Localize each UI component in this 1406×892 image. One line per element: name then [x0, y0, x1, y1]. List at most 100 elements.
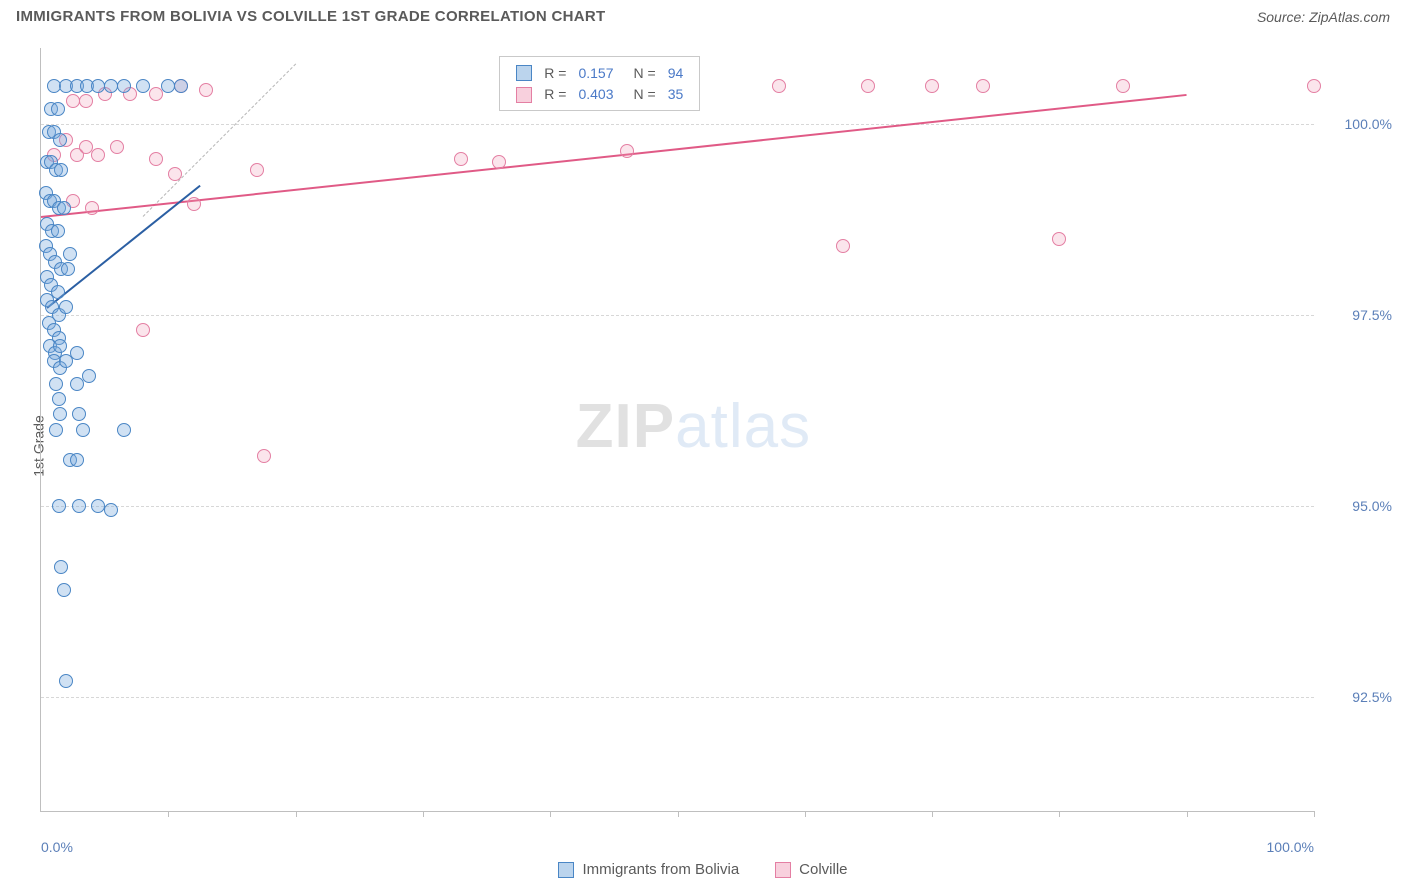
gridline	[41, 315, 1314, 316]
chart-title: IMMIGRANTS FROM BOLIVIA VS COLVILLE 1ST …	[16, 8, 605, 25]
x-tick-mark	[550, 811, 551, 817]
data-point	[149, 152, 163, 166]
r-value-a: 0.157	[578, 65, 613, 81]
data-point	[63, 247, 77, 261]
data-point	[53, 133, 67, 147]
data-point	[72, 499, 86, 513]
data-point	[54, 163, 68, 177]
data-point	[59, 300, 73, 314]
x-tick-mark	[168, 811, 169, 817]
data-point	[199, 83, 213, 97]
data-point	[149, 87, 163, 101]
y-tick-label: 97.5%	[1322, 307, 1392, 323]
swatch-pink-icon	[775, 862, 791, 878]
data-point	[174, 79, 188, 93]
data-point	[61, 262, 75, 276]
data-point	[52, 392, 66, 406]
data-point	[136, 323, 150, 337]
data-point	[1052, 232, 1066, 246]
legend-label-b: Colville	[799, 861, 847, 878]
series-legend: Immigrants from Bolivia Colville	[0, 861, 1406, 878]
data-point	[117, 79, 131, 93]
source-label: Source: ZipAtlas.com	[1257, 9, 1390, 25]
data-point	[79, 140, 93, 154]
data-point	[49, 377, 63, 391]
data-point	[1307, 79, 1321, 93]
legend-item-a: Immigrants from Bolivia	[558, 861, 739, 878]
x-tick-label: 0.0%	[41, 839, 73, 855]
n-value-b: 35	[668, 86, 684, 102]
data-point	[72, 407, 86, 421]
y-tick-label: 92.5%	[1322, 689, 1392, 705]
watermark-zip: ZIP	[576, 392, 675, 461]
data-point	[76, 423, 90, 437]
data-point	[91, 148, 105, 162]
data-point	[85, 201, 99, 215]
data-point	[49, 423, 63, 437]
data-point	[168, 167, 182, 181]
x-tick-mark	[423, 811, 424, 817]
data-point	[187, 197, 201, 211]
data-point	[57, 201, 71, 215]
data-point	[53, 407, 67, 421]
data-point	[117, 423, 131, 437]
data-point	[1116, 79, 1130, 93]
data-point	[53, 339, 67, 353]
r-label-b: R =	[544, 86, 566, 102]
chart-area: ZIPatlas R = 0.157 N = 94 R = 0.403 N = …	[40, 48, 1394, 832]
data-point	[54, 560, 68, 574]
data-point	[620, 144, 634, 158]
legend-row-a: R = 0.157 N = 94	[510, 62, 689, 83]
r-label-a: R =	[544, 65, 566, 81]
regression-line	[41, 94, 1187, 218]
data-point	[82, 369, 96, 383]
data-point	[257, 449, 271, 463]
data-point	[836, 239, 850, 253]
data-point	[772, 79, 786, 93]
data-point	[51, 224, 65, 238]
data-point	[70, 453, 84, 467]
plot-region: ZIPatlas R = 0.157 N = 94 R = 0.403 N = …	[40, 48, 1314, 812]
watermark-atlas: atlas	[675, 392, 811, 461]
n-value-a: 94	[668, 65, 684, 81]
swatch-pink-icon	[516, 87, 532, 103]
x-tick-mark	[1187, 811, 1188, 817]
gridline	[41, 697, 1314, 698]
legend-row-b: R = 0.403 N = 35	[510, 83, 689, 104]
r-value-b: 0.403	[578, 86, 613, 102]
watermark: ZIPatlas	[576, 391, 811, 462]
data-point	[454, 152, 468, 166]
data-point	[70, 346, 84, 360]
gridline	[41, 506, 1314, 507]
x-tick-label: 100.0%	[1267, 839, 1314, 855]
n-label-b: N =	[634, 86, 656, 102]
legend-item-b: Colville	[775, 861, 847, 878]
n-label-a: N =	[634, 65, 656, 81]
data-point	[250, 163, 264, 177]
data-point	[57, 583, 71, 597]
correlation-legend: R = 0.157 N = 94 R = 0.403 N = 35	[499, 56, 700, 111]
data-point	[104, 503, 118, 517]
x-tick-mark	[1059, 811, 1060, 817]
x-tick-mark	[678, 811, 679, 817]
x-tick-mark	[296, 811, 297, 817]
x-tick-mark	[805, 811, 806, 817]
y-tick-label: 100.0%	[1322, 116, 1392, 132]
swatch-blue-icon	[558, 862, 574, 878]
swatch-blue-icon	[516, 65, 532, 81]
data-point	[925, 79, 939, 93]
data-point	[976, 79, 990, 93]
y-tick-label: 95.0%	[1322, 498, 1392, 514]
data-point	[51, 102, 65, 116]
x-tick-mark	[932, 811, 933, 817]
data-point	[70, 377, 84, 391]
data-point	[861, 79, 875, 93]
legend-label-a: Immigrants from Bolivia	[582, 861, 739, 878]
data-point	[492, 155, 506, 169]
data-point	[59, 674, 73, 688]
x-tick-mark	[1314, 811, 1315, 817]
data-point	[52, 499, 66, 513]
data-point	[136, 79, 150, 93]
data-point	[79, 94, 93, 108]
data-point	[110, 140, 124, 154]
